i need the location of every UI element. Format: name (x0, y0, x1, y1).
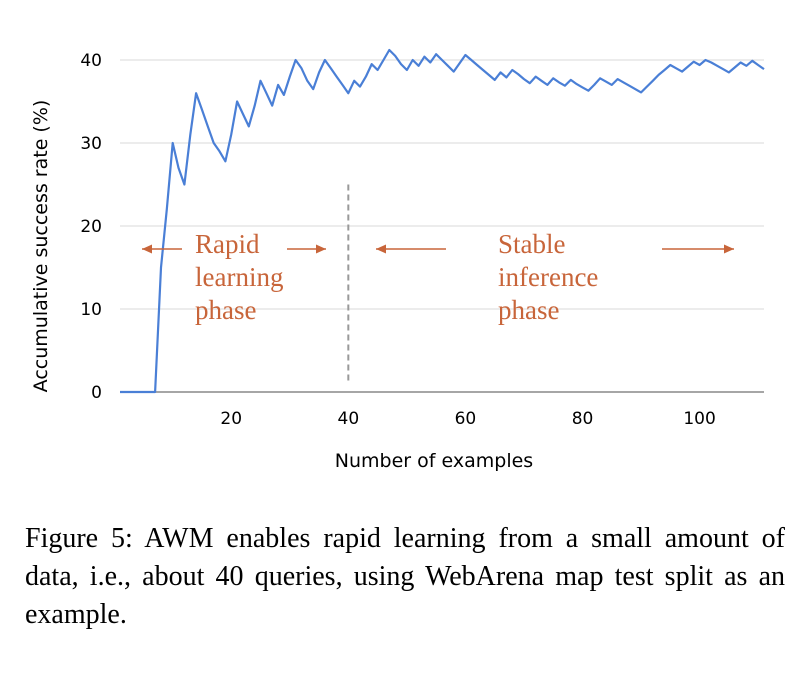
rapid-phase-line-2: learning (195, 262, 283, 292)
y-tick-label: 40 (80, 51, 102, 71)
rapid-right-arrow (287, 244, 326, 254)
rapid-left-arrow (142, 244, 182, 254)
y-tick-label: 0 (91, 383, 102, 403)
rapid-phase-line-3: phase (195, 295, 256, 325)
x-tick-label: 60 (455, 409, 477, 429)
stable-left-arrow (376, 244, 446, 254)
y-axis-title: Accumulative success rate (%) (30, 100, 52, 393)
figure-caption: Figure 5: AWM enables rapid learning fro… (25, 523, 785, 630)
x-tick-label: 100 (683, 409, 715, 429)
arrow-head (724, 244, 734, 254)
y-tick-label: 30 (80, 134, 102, 154)
x-tick-labels: 20 40 60 80 100 (220, 409, 715, 429)
arrow-head (316, 244, 326, 254)
x-tick-label: 80 (572, 409, 594, 429)
stable-phase-line-3: phase (498, 295, 559, 325)
line-chart: 20 40 60 80 100 0 10 20 30 40 Number of examples… (30, 48, 765, 472)
stable-phase-line-2: inference (498, 262, 598, 292)
y-tick-label: 10 (80, 300, 102, 320)
grid (120, 59, 764, 393)
arrow-head (376, 244, 386, 254)
y-tick-labels: 0 10 20 30 40 (80, 51, 102, 403)
x-tick-label: 20 (220, 409, 242, 429)
rapid-phase-line-1: Rapid (195, 229, 260, 259)
phase-arrows (142, 244, 734, 254)
series-line (120, 48, 765, 394)
x-axis-title: Number of examples (335, 450, 533, 472)
stable-right-arrow (662, 244, 734, 254)
series-polyline (120, 48, 765, 394)
stable-phase-line-1: Stable (498, 229, 566, 259)
y-tick-label: 20 (80, 217, 102, 237)
arrow-head (142, 244, 152, 254)
x-tick-label: 40 (338, 409, 360, 429)
